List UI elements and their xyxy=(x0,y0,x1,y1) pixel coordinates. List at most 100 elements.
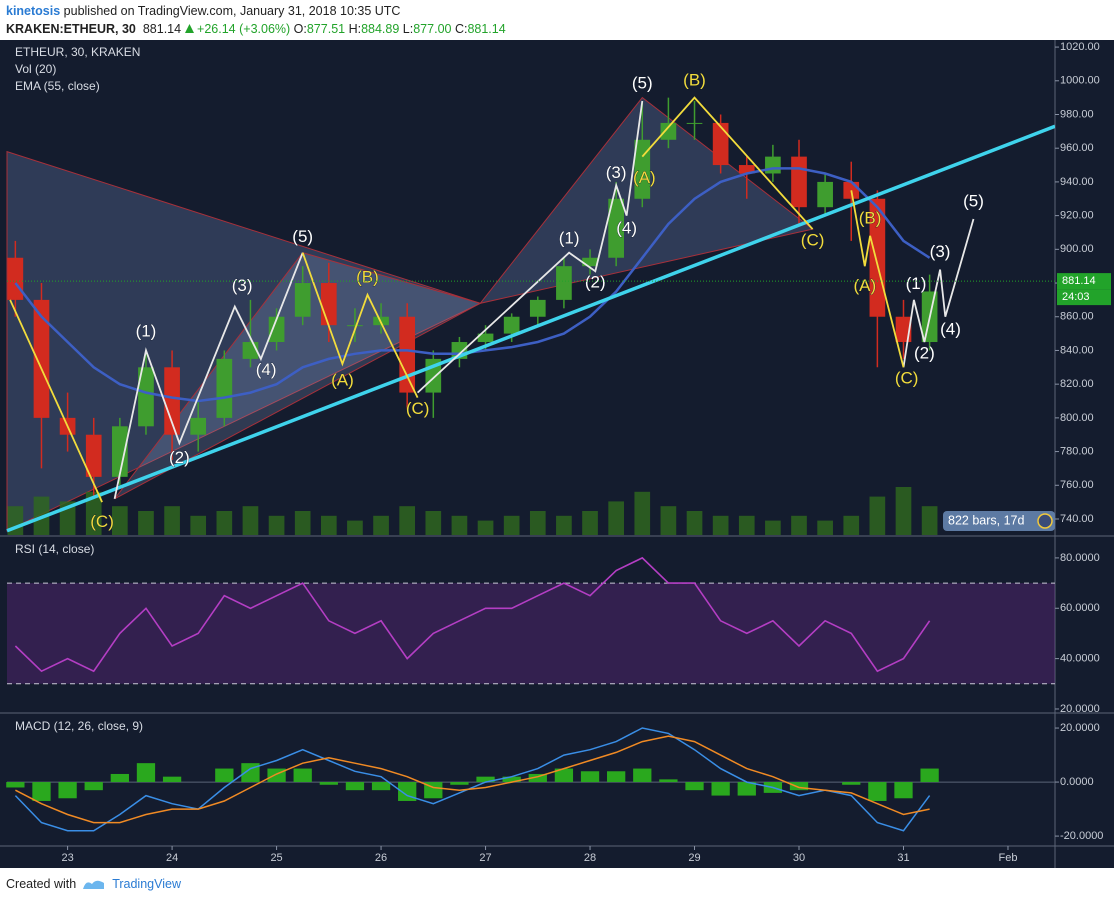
x-tick-label: 23 xyxy=(61,852,73,864)
wave-label: (5) xyxy=(632,74,653,93)
wave-label: (2) xyxy=(585,273,606,292)
wave-label: (5) xyxy=(292,227,313,246)
y-tick-label: 860.00 xyxy=(1060,311,1094,323)
wave-label: (A) xyxy=(331,370,354,389)
volume-bar xyxy=(843,515,860,535)
wave-line xyxy=(113,252,304,499)
volume-bar xyxy=(399,506,416,535)
badge-icon xyxy=(1037,513,1053,529)
x-tick-label: 25 xyxy=(270,852,282,864)
candle-body xyxy=(634,139,651,199)
y-tick-label: 1000.00 xyxy=(1060,75,1100,87)
candle-body xyxy=(138,367,154,427)
wave-line xyxy=(416,100,644,394)
candle-body xyxy=(477,333,494,343)
volume-bar xyxy=(268,515,285,535)
wave-label: (C) xyxy=(895,369,919,388)
volume-bar xyxy=(634,491,651,535)
footer: Created with TradingView xyxy=(0,868,1114,902)
histogram-bar xyxy=(345,782,365,791)
last: 881.14 xyxy=(142,22,182,36)
y-tick-label: 980.00 xyxy=(1060,108,1094,120)
volume-bar xyxy=(242,506,259,535)
x-tick-label: 31 xyxy=(897,852,909,864)
volume-bar xyxy=(451,515,468,535)
volume-bar xyxy=(138,511,154,535)
wave-label: (1) xyxy=(136,321,157,340)
volume-bar xyxy=(85,491,102,535)
last-price-box xyxy=(1057,273,1111,290)
histogram-bar xyxy=(476,776,495,783)
y-tick-label: 840.00 xyxy=(1060,344,1094,356)
header: kinetosis published on TradingView.com, … xyxy=(0,0,1114,40)
y-tick-label: 0.0000 xyxy=(1060,776,1094,788)
volume-bar xyxy=(582,511,598,535)
histogram-bar xyxy=(894,782,913,799)
wave-label: (2) xyxy=(169,448,190,467)
y-tick-label: 20.0000 xyxy=(1060,703,1100,715)
wave-label: (3) xyxy=(232,276,253,295)
pane xyxy=(7,556,1055,685)
candle-body xyxy=(347,325,363,327)
y-tick-label: 820.00 xyxy=(1060,378,1094,390)
x-tick-label: 28 xyxy=(584,852,596,864)
brand[interactable]: TradingView xyxy=(112,877,181,891)
wave-line xyxy=(850,190,905,368)
volume-bar xyxy=(529,511,546,535)
volume-bar xyxy=(738,515,755,535)
volume-bar xyxy=(869,496,886,535)
y-tick-label: 20.0000 xyxy=(1060,722,1100,734)
wave-label: (3) xyxy=(606,163,627,182)
volume-bar xyxy=(921,506,938,535)
histogram-bar xyxy=(162,776,182,783)
low: 877.00 xyxy=(413,22,452,36)
histogram-bar xyxy=(371,782,391,791)
candle-body xyxy=(268,316,285,343)
author[interactable]: kinetosis xyxy=(6,4,61,18)
y-tick-label: -20.0000 xyxy=(1060,830,1103,842)
candle-body xyxy=(503,316,520,334)
candle-body xyxy=(712,122,729,166)
histogram-bar xyxy=(502,776,521,783)
wave-line xyxy=(641,96,814,230)
last-price-label: 881.14 xyxy=(1062,275,1096,287)
candle-body xyxy=(791,156,807,208)
volume-bar xyxy=(660,506,677,535)
x-tick-label: 26 xyxy=(375,852,387,864)
wave-line xyxy=(902,218,975,368)
wave-label: (A) xyxy=(853,276,876,295)
wave-line xyxy=(301,252,419,398)
wave-label: (4) xyxy=(256,360,277,379)
volume-bar xyxy=(477,520,494,535)
histogram-bar xyxy=(84,782,103,791)
volume-bar xyxy=(190,515,207,535)
y-tick-label: 940.00 xyxy=(1060,176,1094,188)
high-label: H: xyxy=(348,22,362,36)
volume-bar xyxy=(320,515,337,535)
x-tick-label: 29 xyxy=(688,852,700,864)
symbol: KRAKEN:ETHEUR, 30 xyxy=(6,22,136,36)
high: 884.89 xyxy=(361,22,400,36)
plot-layer: (1) (2) (3) (4) (5) (1) (2) (3) (4) (5) (1) (2) (3) (… xyxy=(6,41,1111,864)
histogram-bar xyxy=(319,782,338,785)
candle-body xyxy=(869,198,886,317)
change: +26.14 (+3.06%) xyxy=(197,22,291,36)
wave-line xyxy=(9,299,103,503)
publish-line: kinetosis published on TradingView.com, … xyxy=(6,4,400,18)
series-line xyxy=(14,556,931,673)
wave-label: (A) xyxy=(633,168,656,187)
up-icon xyxy=(184,24,194,33)
y-tick-label: 960.00 xyxy=(1060,142,1094,154)
histogram-bar xyxy=(136,763,156,783)
wave-label: (C) xyxy=(406,399,430,418)
pane-title: ETHEUR, 30, KRAKEN xyxy=(15,45,140,59)
volume-bar xyxy=(765,520,781,535)
candle-body xyxy=(399,316,416,393)
x-tick-label: 24 xyxy=(166,852,178,864)
candle-body xyxy=(529,299,546,317)
wave-label: (C) xyxy=(801,230,825,249)
x-tick-label: Feb xyxy=(998,852,1017,864)
low-label: L: xyxy=(402,22,414,36)
pane-title: MACD (12, 26, close, 9) xyxy=(15,719,143,733)
